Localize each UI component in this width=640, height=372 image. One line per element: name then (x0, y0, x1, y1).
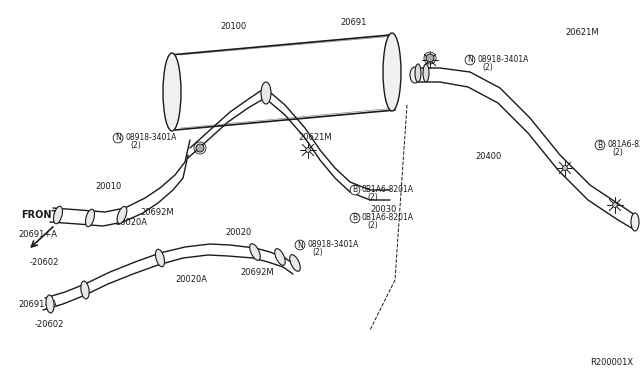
Ellipse shape (428, 58, 433, 62)
Text: (2): (2) (367, 221, 378, 230)
Ellipse shape (423, 64, 429, 82)
Text: R200001X: R200001X (590, 358, 633, 367)
Text: N: N (297, 241, 303, 250)
Text: B: B (597, 141, 603, 150)
Ellipse shape (410, 67, 420, 83)
Text: 20691+A: 20691+A (18, 230, 57, 239)
Ellipse shape (54, 206, 63, 224)
Text: (2): (2) (312, 248, 323, 257)
Ellipse shape (117, 206, 127, 224)
Text: 20010: 20010 (95, 182, 121, 191)
Ellipse shape (426, 54, 434, 62)
Ellipse shape (612, 203, 618, 208)
Text: 20020A: 20020A (175, 275, 207, 284)
Text: 081A6-8201A: 081A6-8201A (607, 140, 640, 149)
Ellipse shape (261, 82, 271, 104)
Text: (2): (2) (482, 63, 493, 72)
Text: N: N (467, 55, 473, 64)
Text: FRONT: FRONT (21, 210, 59, 220)
Ellipse shape (290, 255, 300, 271)
Text: B: B (353, 186, 358, 195)
Text: (2): (2) (130, 141, 141, 150)
Text: (2): (2) (612, 148, 623, 157)
Text: 20691+A: 20691+A (18, 300, 57, 309)
Ellipse shape (86, 209, 95, 227)
Text: 20400: 20400 (475, 152, 501, 161)
Ellipse shape (250, 244, 260, 260)
Text: 20020: 20020 (225, 228, 252, 237)
Ellipse shape (163, 53, 181, 131)
Text: (2): (2) (367, 193, 378, 202)
Ellipse shape (306, 148, 310, 153)
Text: 20621M: 20621M (565, 28, 598, 37)
Text: 0B1A6-8201A: 0B1A6-8201A (362, 185, 414, 194)
Text: 20691: 20691 (340, 18, 366, 27)
Ellipse shape (631, 213, 639, 231)
Text: 0B1A6-8201A: 0B1A6-8201A (362, 213, 414, 222)
Ellipse shape (415, 64, 421, 82)
Text: B: B (353, 214, 358, 222)
Ellipse shape (156, 249, 164, 267)
Text: 20692M: 20692M (240, 268, 274, 277)
Ellipse shape (196, 144, 204, 152)
Text: 08918-3401A: 08918-3401A (307, 240, 358, 249)
Text: 20692M: 20692M (140, 208, 173, 217)
Text: 20621M: 20621M (298, 133, 332, 142)
Ellipse shape (81, 281, 89, 299)
Ellipse shape (563, 166, 568, 170)
Ellipse shape (46, 295, 54, 313)
Text: -20602: -20602 (30, 258, 60, 267)
Ellipse shape (383, 33, 401, 111)
Text: 20100: 20100 (220, 22, 246, 31)
Ellipse shape (275, 248, 285, 265)
Text: 20030: 20030 (370, 205, 396, 214)
Text: N: N (115, 134, 121, 142)
Text: 08918-3401A: 08918-3401A (477, 55, 529, 64)
Text: 20020A: 20020A (115, 218, 147, 227)
Text: 08918-3401A: 08918-3401A (125, 133, 177, 142)
Text: -20602: -20602 (35, 320, 65, 329)
